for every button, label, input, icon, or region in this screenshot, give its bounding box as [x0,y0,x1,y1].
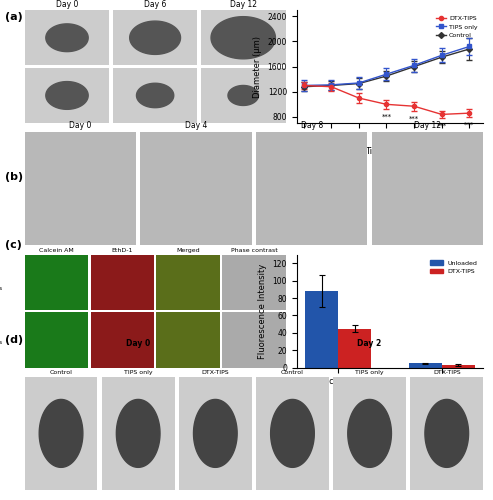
Text: Day 8: Day 8 [301,121,323,130]
Y-axis label: Diameter (µm): Diameter (µm) [253,36,262,98]
Text: Merged: Merged [176,248,200,254]
Polygon shape [271,400,315,468]
Polygon shape [137,84,174,108]
Legend: DTX-TIPS, TIPS only, Control: DTX-TIPS, TIPS only, Control [434,13,480,40]
Polygon shape [228,86,258,105]
Bar [305,291,338,368]
Text: Control
TIPS
microparticles: Control TIPS microparticles [0,274,2,290]
Polygon shape [348,400,391,468]
Text: Phase contrast: Phase contrast [231,248,277,254]
Y-axis label: Fluorescence Intensity: Fluorescence Intensity [258,264,267,359]
Text: Day 2: Day 2 [357,340,382,348]
Text: DTX-TIPS: DTX-TIPS [433,370,460,374]
Text: ***: *** [409,116,419,121]
Text: Calcein AM: Calcein AM [39,248,73,254]
Text: DTX-TIPS: DTX-TIPS [202,370,229,374]
Text: (d): (d) [5,335,23,345]
Bar [409,364,442,368]
X-axis label: Time (days): Time (days) [365,148,415,156]
Text: TIPS only: TIPS only [355,370,384,374]
Text: Control: Control [281,370,304,374]
Text: Day 0: Day 0 [126,340,150,348]
Text: Day 0: Day 0 [69,121,92,130]
Text: Day 6: Day 6 [144,0,166,9]
Polygon shape [116,400,160,468]
Text: ***: *** [464,122,474,128]
Polygon shape [39,400,83,468]
Polygon shape [193,400,237,468]
Text: (b): (b) [5,172,23,182]
Polygon shape [46,82,88,110]
Bar [442,365,475,368]
Polygon shape [425,400,468,468]
Text: Day 0: Day 0 [56,0,78,9]
Text: Day 12: Day 12 [414,121,441,130]
Text: (c): (c) [5,240,22,250]
Text: Day 4: Day 4 [185,121,207,130]
Text: ***: *** [382,114,391,120]
Text: ***: *** [437,123,447,129]
Text: EthD-1: EthD-1 [111,248,133,254]
Text: (a): (a) [5,12,23,22]
Text: Control: Control [50,370,72,374]
Bar [338,328,371,368]
Polygon shape [211,16,276,59]
Polygon shape [46,24,88,52]
Text: Day 12: Day 12 [230,0,257,9]
Text: TIPS only: TIPS only [124,370,152,374]
Polygon shape [130,21,180,54]
Legend: Unloaded, DTX-TIPS: Unloaded, DTX-TIPS [427,258,480,276]
Text: DTX-TIPS
microparticles: DTX-TIPS microparticles [0,334,2,345]
